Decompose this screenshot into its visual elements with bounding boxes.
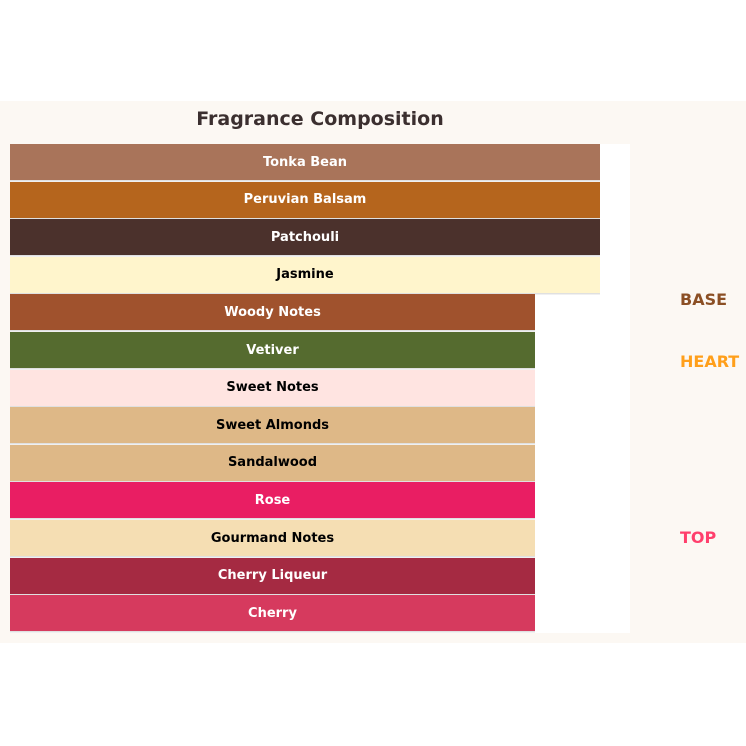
- layer-sweet-almonds: Sweet Almonds: [10, 407, 535, 444]
- layer-jasmine: Jasmine: [10, 256, 600, 293]
- tier-label-heart: HEART: [680, 352, 740, 371]
- layer-woody-notes: Woody Notes: [10, 294, 535, 331]
- tier-label-base: BASE: [680, 290, 728, 309]
- layer-sweet-notes: Sweet Notes: [10, 369, 535, 406]
- layer-cherry-liqueur: Cherry Liqueur: [10, 557, 535, 594]
- layer-vetiver: Vetiver: [10, 332, 535, 368]
- layer-peruvian-balsam: Peruvian Balsam: [10, 181, 600, 218]
- layer-patchouli: Patchouli: [10, 219, 600, 256]
- layer-rose: Rose: [10, 482, 535, 519]
- layer-cherry: Cherry: [10, 595, 535, 632]
- layer-tonka-bean: Tonka Bean: [10, 144, 600, 180]
- layer-sandalwood: Sandalwood: [10, 444, 535, 481]
- tier-label-top: TOP: [680, 528, 717, 547]
- layer-gourmand-notes: Gourmand Notes: [10, 520, 535, 556]
- chart-title: Fragrance Composition: [196, 108, 444, 130]
